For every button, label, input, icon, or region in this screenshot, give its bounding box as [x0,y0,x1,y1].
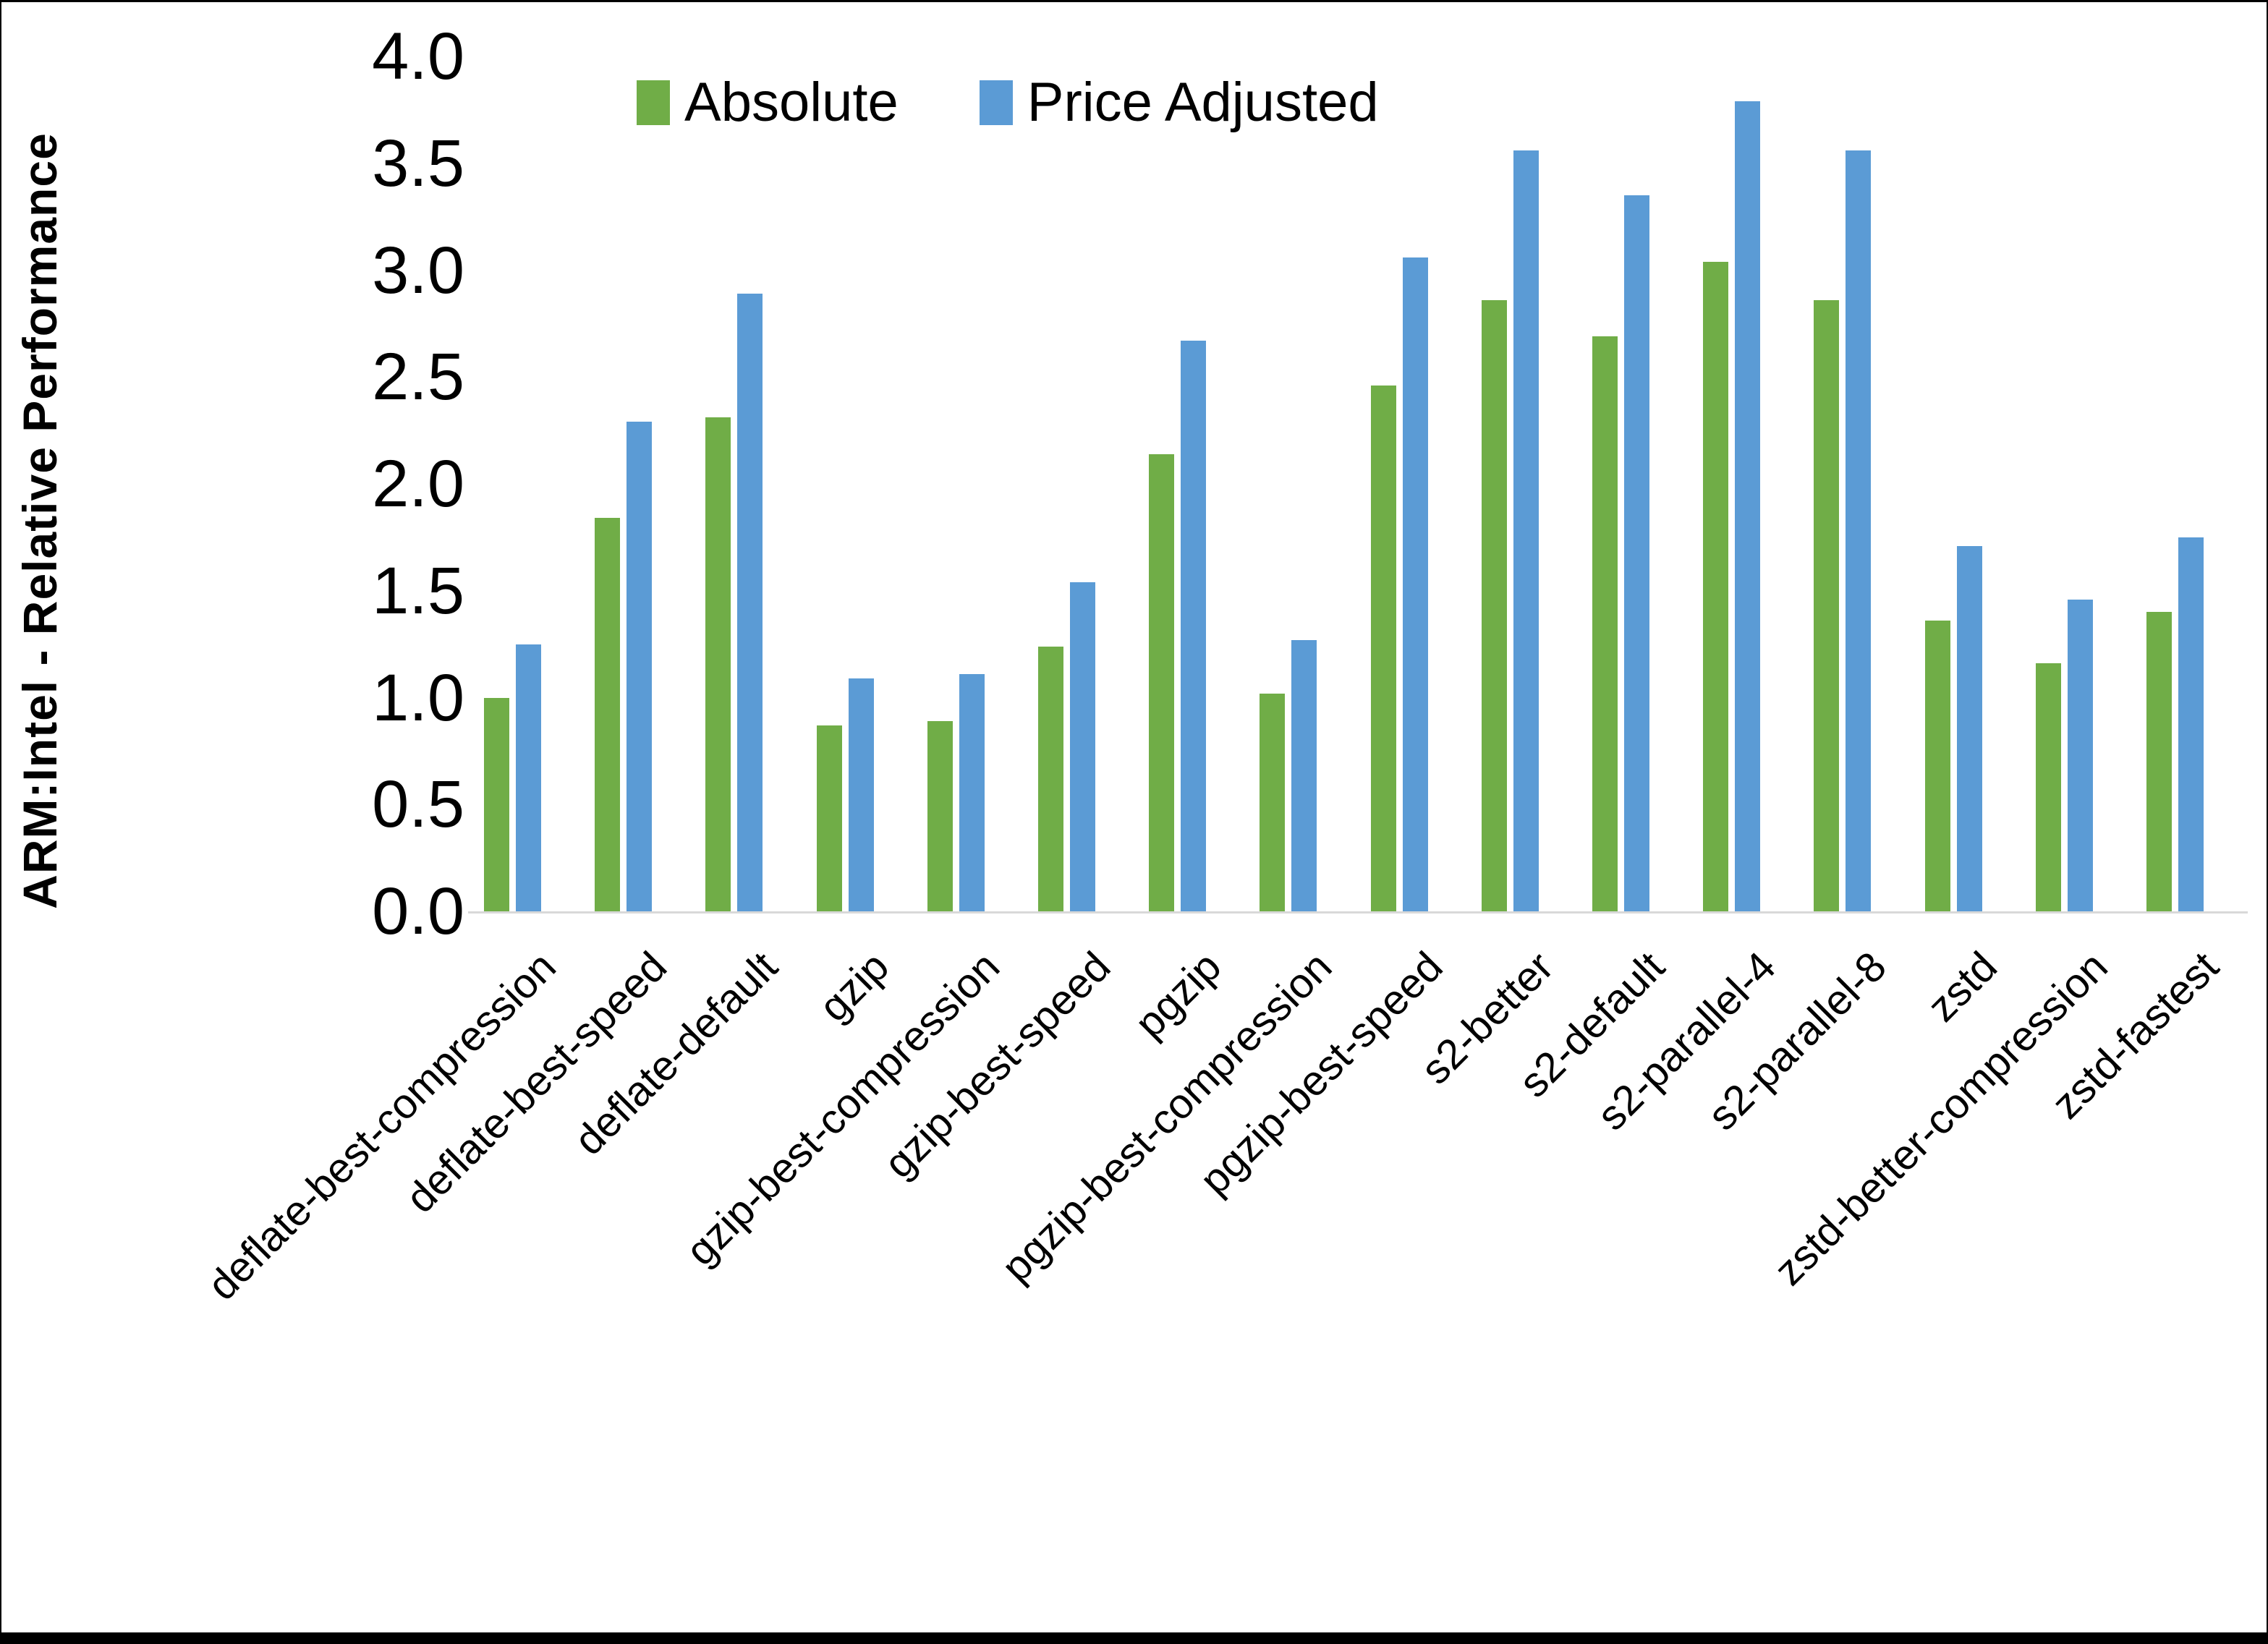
y-tick-label: 1.5 [372,553,464,628]
absolute-bar-zstd-fastest [2146,612,2172,911]
price-adjusted-bar-zstd [1956,545,1982,911]
price-adjusted-bar-s2-parallel-8 [1846,150,1872,911]
absolute-bar-s2-default [1592,336,1618,911]
legend-label: Absolute [684,72,899,133]
price-adjusted-bar-zstd-fastest [2178,537,2204,911]
price-adjusted-bar-gzip [848,678,874,911]
absolute-bar-gzip-best-speed [1038,646,1063,911]
price-adjusted-bar-gzip-best-speed [1070,582,1095,911]
price-adjusted-bar-deflate-best-compression [516,644,541,911]
legend: Absolute Price Adjusted [637,71,1445,134]
legend-label: Price Adjusted [1027,72,1379,133]
y-tick-label: 3.5 [372,126,464,200]
x-category-label: zstd [1918,942,2006,1031]
legend-item-price-adjusted: Price Adjusted [979,71,1379,134]
absolute-bar-deflate-default [705,417,731,911]
y-tick-label: 0.0 [372,874,464,948]
absolute-bar-gzip [816,725,842,911]
legend-item-absolute: Absolute [637,71,899,134]
price-adjusted-bar-s2-default [1624,195,1649,911]
bottom-border-bar [1,1632,2267,1644]
price-adjusted-bar-pgzip [1181,341,1207,911]
price-adjusted-bar-s2-parallel-4 [1735,101,1761,911]
absolute-series-swatch-icon [637,80,670,125]
absolute-bar-s2-better [1481,299,1507,911]
absolute-bar-zstd [1924,621,1950,911]
price-adjusted-bar-pgzip-best-speed [1402,257,1428,911]
price-adjusted-bar-zstd-better-compression [2067,599,2093,911]
price-adjusted-series-swatch-icon [979,80,1013,125]
y-tick-label: 2.5 [372,340,464,414]
absolute-bar-deflate-best-compression [484,697,509,911]
absolute-bar-gzip-best-compression [927,721,953,911]
price-adjusted-bar-deflate-best-speed [627,422,653,911]
absolute-bar-pgzip-best-speed [1370,386,1396,911]
absolute-bar-s2-parallel-4 [1703,261,1729,911]
y-tick-label: 2.0 [372,447,464,521]
x-category-label: pgzip [1126,942,1231,1047]
absolute-bar-deflate-best-speed [595,518,621,911]
price-adjusted-bar-deflate-default [737,294,763,911]
x-category-label: gzip [810,942,898,1031]
y-tick-label: 0.5 [372,767,464,842]
price-adjusted-bar-s2-better [1513,150,1539,911]
y-tick-label: 3.0 [372,233,464,307]
y-tick-label: 4.0 [372,20,464,93]
absolute-bar-s2-parallel-8 [1814,299,1840,911]
absolute-bar-zstd-better-compression [2035,663,2061,911]
x-axis-line [468,911,2248,913]
y-tick-label: 1.0 [372,660,464,735]
price-adjusted-bar-gzip-best-compression [959,673,985,911]
absolute-bar-pgzip-best-compression [1260,693,1286,911]
y-axis-title: ARM:Intel - Relative Performance [13,132,67,909]
absolute-bar-pgzip [1149,453,1175,911]
price-adjusted-bar-pgzip-best-compression [1291,639,1317,911]
